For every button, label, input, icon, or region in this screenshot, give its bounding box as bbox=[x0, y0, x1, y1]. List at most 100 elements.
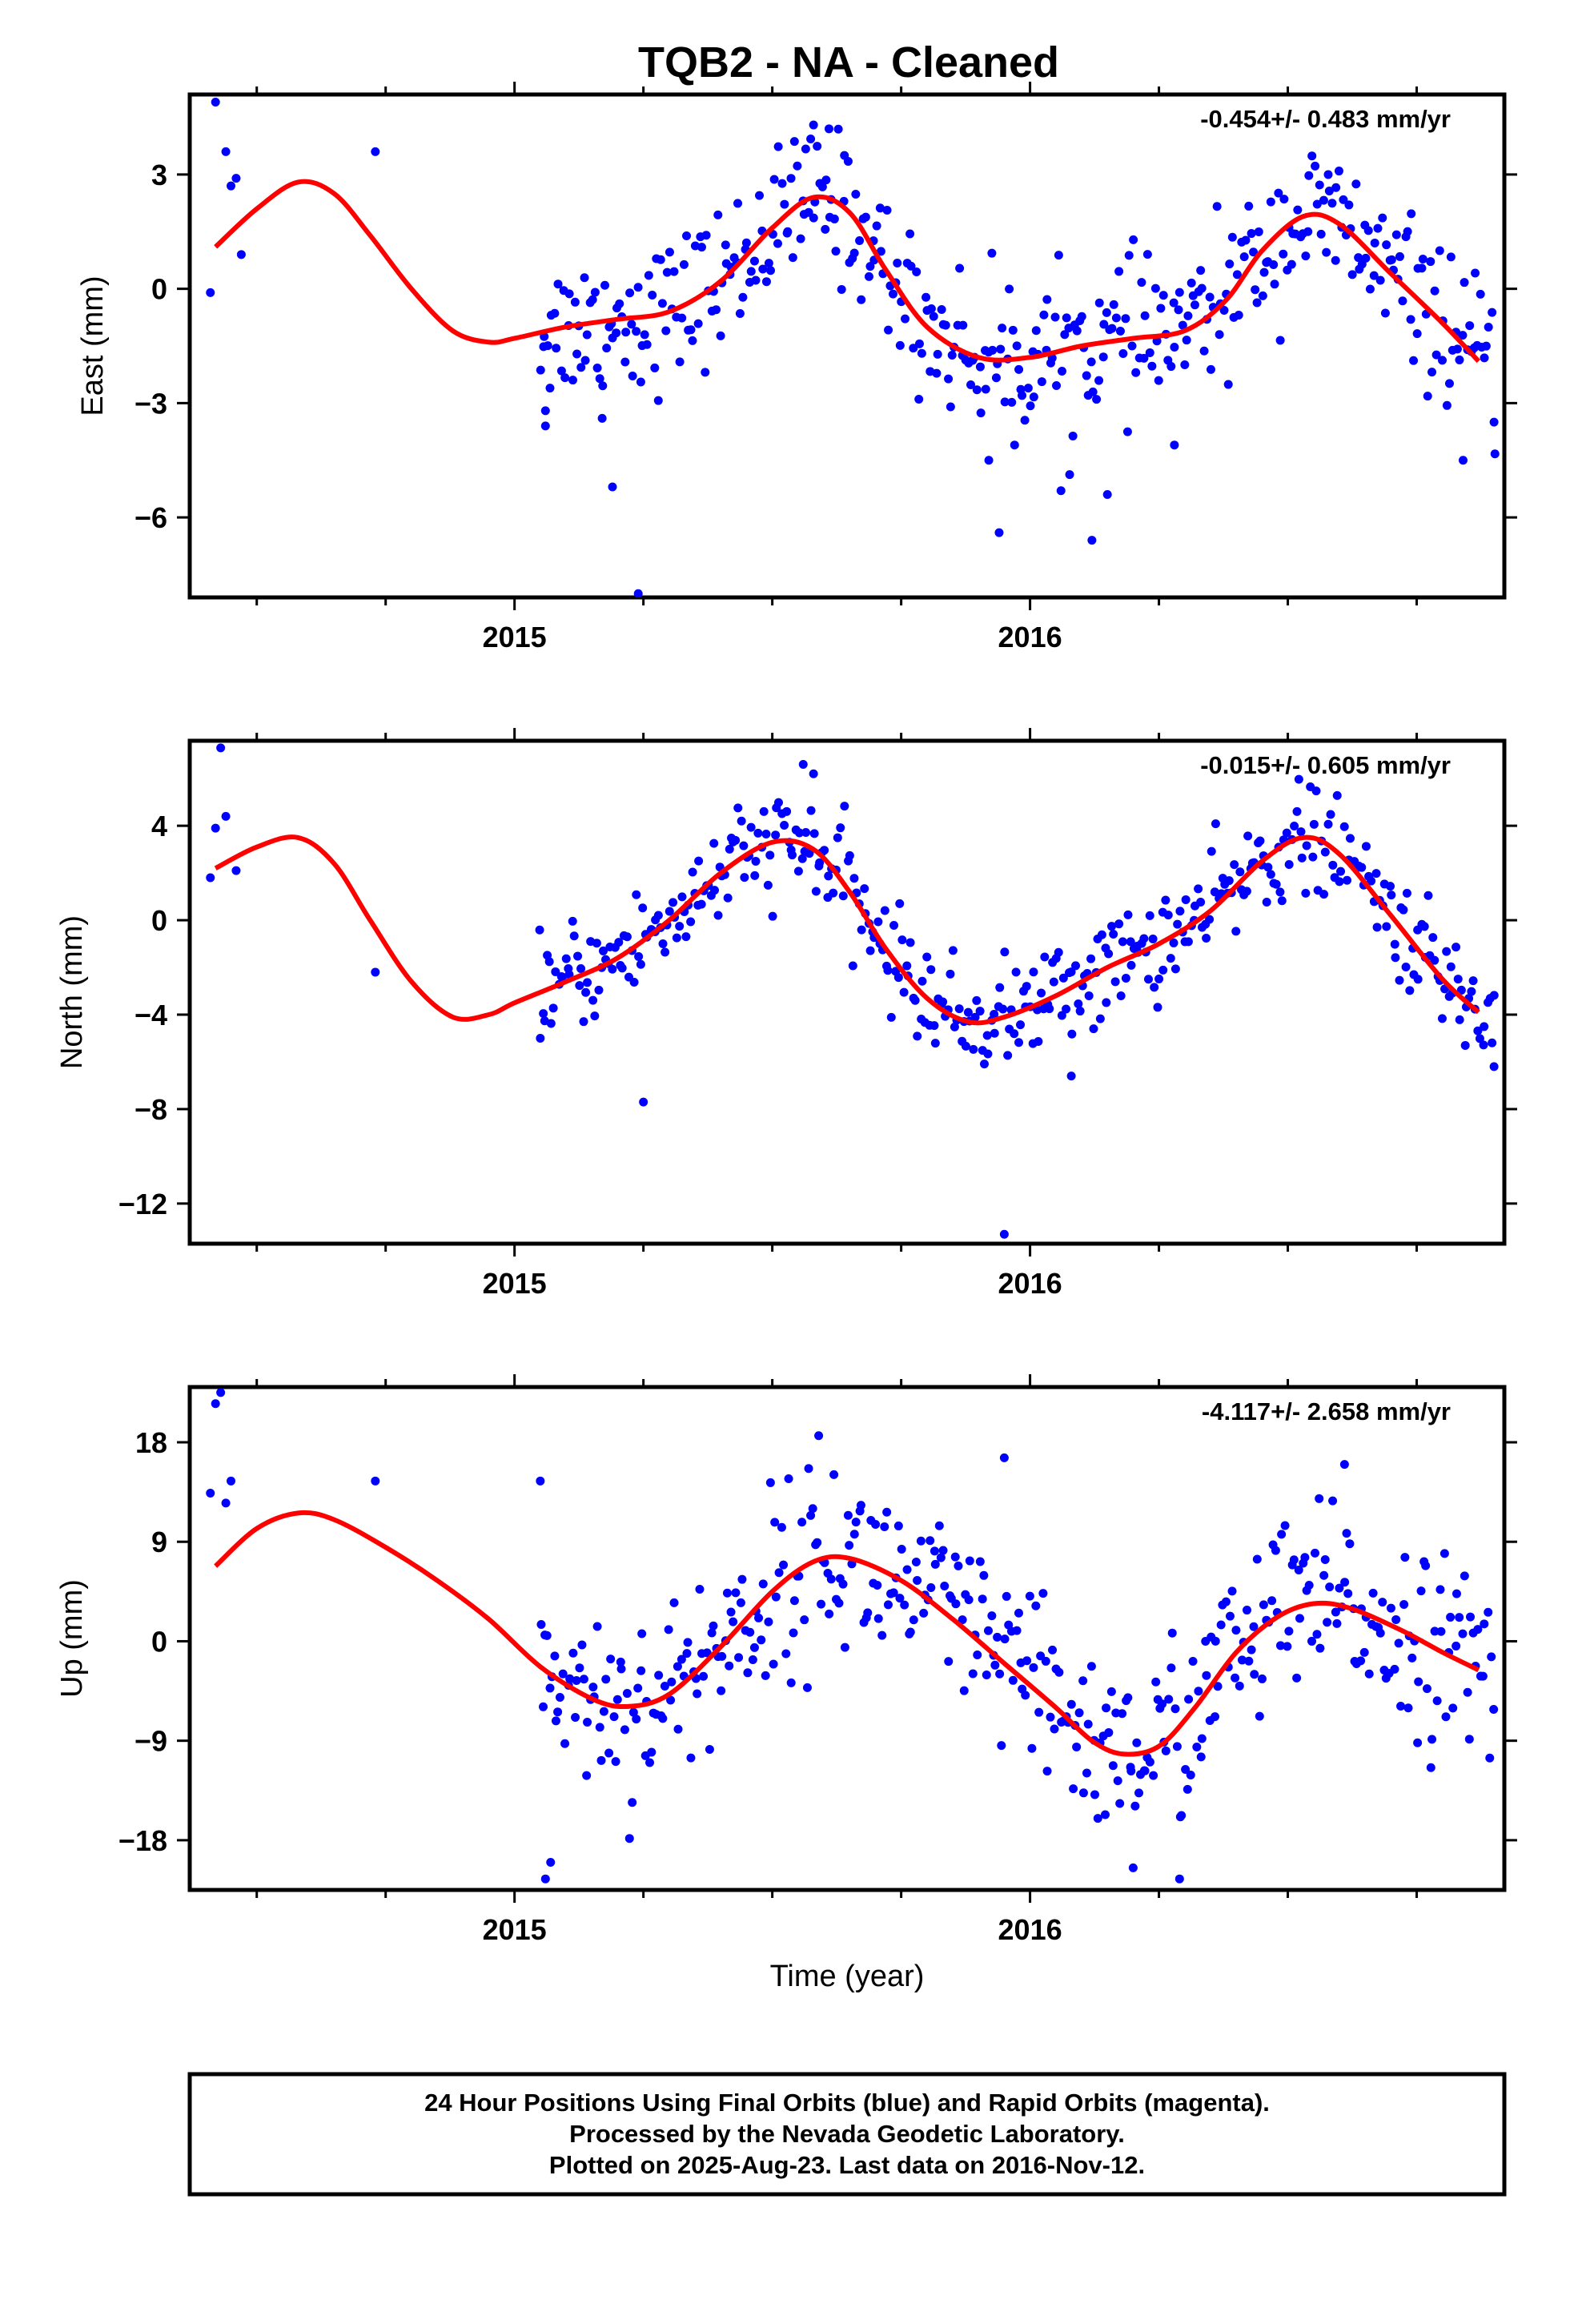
data-point bbox=[1488, 308, 1497, 317]
data-point bbox=[787, 850, 797, 860]
data-point bbox=[871, 1520, 881, 1530]
data-point bbox=[211, 823, 220, 833]
data-point bbox=[1086, 954, 1096, 963]
data-point bbox=[946, 402, 955, 412]
data-point bbox=[1170, 964, 1180, 974]
data-point bbox=[601, 1675, 611, 1684]
data-point bbox=[833, 124, 843, 134]
data-point bbox=[938, 997, 948, 1007]
data-point bbox=[558, 1669, 568, 1679]
data-point bbox=[765, 266, 775, 275]
data-point bbox=[1000, 397, 1010, 407]
data-point bbox=[1131, 368, 1141, 377]
data-point bbox=[713, 911, 723, 920]
data-point bbox=[588, 295, 597, 304]
y-tick-label: −9 bbox=[135, 1725, 167, 1758]
data-point bbox=[1060, 330, 1070, 340]
data-point bbox=[1065, 470, 1074, 480]
data-point bbox=[1303, 227, 1313, 236]
data-point bbox=[1452, 1641, 1461, 1651]
data-point bbox=[793, 866, 803, 876]
data-point bbox=[1455, 1613, 1464, 1622]
data-point bbox=[1231, 927, 1241, 936]
data-point bbox=[1066, 967, 1076, 977]
data-point bbox=[544, 957, 554, 967]
data-point bbox=[688, 336, 697, 345]
data-point bbox=[568, 376, 577, 385]
data-point bbox=[216, 743, 226, 753]
data-point bbox=[1192, 1743, 1202, 1752]
data-point bbox=[998, 324, 1007, 333]
data-point bbox=[211, 1399, 220, 1409]
data-point bbox=[1181, 895, 1191, 904]
data-point bbox=[831, 247, 841, 256]
data-point bbox=[1395, 975, 1404, 985]
data-point bbox=[551, 1716, 560, 1726]
data-point bbox=[688, 867, 697, 877]
data-point bbox=[1343, 1589, 1353, 1598]
data-point bbox=[788, 253, 797, 263]
data-point bbox=[838, 1579, 848, 1589]
data-point bbox=[821, 224, 830, 234]
data-point bbox=[1468, 976, 1478, 986]
data-point bbox=[665, 247, 674, 257]
data-point bbox=[883, 966, 893, 975]
data-point bbox=[1335, 1583, 1344, 1593]
data-point bbox=[893, 1521, 903, 1530]
data-point bbox=[1181, 1765, 1191, 1775]
data-point bbox=[1490, 449, 1500, 459]
data-point bbox=[681, 932, 691, 942]
data-point bbox=[598, 381, 608, 391]
data-point bbox=[1455, 1015, 1464, 1024]
data-point bbox=[834, 1598, 844, 1608]
data-point bbox=[1399, 905, 1408, 915]
data-point bbox=[1416, 1586, 1426, 1596]
data-point bbox=[1186, 278, 1196, 287]
data-point bbox=[1316, 229, 1326, 239]
data-point bbox=[1144, 975, 1154, 984]
data-point bbox=[1255, 1711, 1264, 1721]
data-point bbox=[539, 1009, 548, 1019]
data-point bbox=[677, 1655, 686, 1664]
data-point bbox=[1311, 161, 1320, 171]
data-point bbox=[1275, 887, 1285, 897]
data-point bbox=[1205, 292, 1215, 302]
data-point bbox=[982, 1031, 992, 1040]
data-point bbox=[609, 1712, 619, 1722]
data-point bbox=[1034, 1037, 1043, 1047]
data-point bbox=[371, 147, 380, 156]
data-point bbox=[1322, 247, 1331, 257]
data-point bbox=[1342, 1529, 1351, 1538]
data-point bbox=[1452, 1589, 1461, 1598]
data-point bbox=[840, 802, 849, 811]
data-point bbox=[1130, 1801, 1140, 1811]
data-point bbox=[1027, 1743, 1037, 1753]
data-point bbox=[1129, 235, 1138, 244]
data-point bbox=[1031, 1601, 1041, 1610]
data-point bbox=[1271, 1546, 1280, 1555]
data-point bbox=[1359, 1647, 1369, 1657]
data-point bbox=[1280, 1521, 1290, 1530]
data-point bbox=[1188, 1656, 1198, 1666]
data-point bbox=[1012, 1626, 1022, 1635]
data-point bbox=[789, 1596, 799, 1606]
data-point bbox=[545, 1683, 555, 1693]
data-point bbox=[856, 1501, 865, 1510]
data-point bbox=[1382, 922, 1391, 931]
data-point bbox=[683, 1638, 693, 1647]
data-point bbox=[817, 1599, 826, 1609]
data-point bbox=[633, 1683, 643, 1693]
data-point bbox=[672, 933, 681, 943]
data-point bbox=[1282, 828, 1291, 838]
data-point bbox=[882, 206, 892, 215]
data-point bbox=[560, 1739, 570, 1748]
data-point bbox=[848, 961, 857, 971]
data-point bbox=[716, 331, 725, 340]
data-point bbox=[1319, 1570, 1329, 1580]
data-point bbox=[1458, 331, 1468, 340]
data-point bbox=[1029, 1663, 1038, 1672]
data-point bbox=[1361, 842, 1371, 851]
data-point bbox=[930, 1546, 939, 1556]
y-tick-label: 0 bbox=[151, 1625, 167, 1658]
data-point bbox=[1390, 1664, 1399, 1674]
